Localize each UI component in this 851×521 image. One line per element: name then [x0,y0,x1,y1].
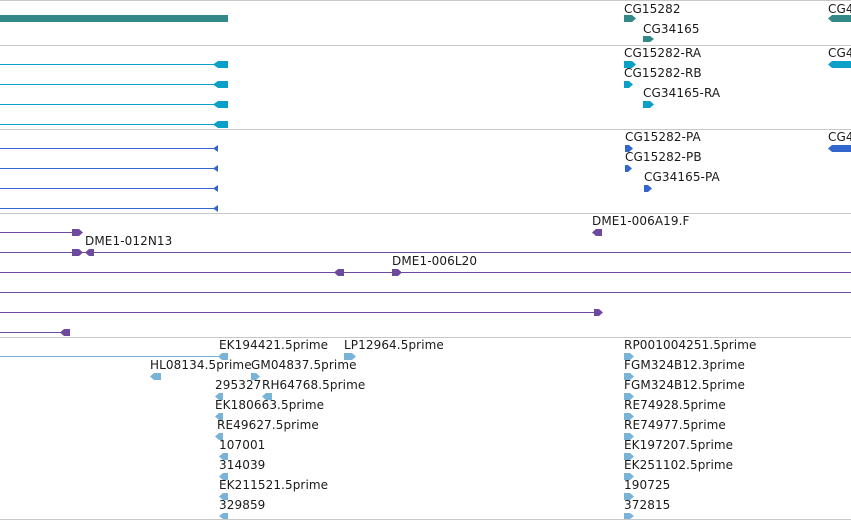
bac-label-dme1-006a19f[interactable]: DME1-006A19.F [592,214,690,228]
est-label[interactable]: RH64768.5prime [262,378,366,392]
est-feature[interactable] [0,353,228,360]
gene-label-cg4[interactable]: CG4 [828,2,851,16]
est-label[interactable]: EK180663.5prime [215,398,325,412]
polypeptide-feature-cg34165-pa[interactable] [644,185,652,192]
polypeptide-feature[interactable] [0,145,218,152]
polypeptide-label-cg15282-pb[interactable]: CG15282-PB [625,150,702,164]
est-label[interactable]: EK197207.5prime [624,438,734,452]
polypeptide-feature-cg4[interactable] [828,145,851,152]
est-label[interactable]: 295327 [215,378,262,392]
est-feature[interactable] [624,433,634,440]
transcript-feature[interactable] [0,121,228,128]
est-feature[interactable] [624,493,634,500]
transcript-track [0,61,851,128]
est-feature[interactable] [215,393,223,400]
transcript-feature-cg4[interactable] [828,61,851,68]
bac-feature-dme1-012n13[interactable] [0,249,851,256]
polypeptide-feature[interactable] [0,205,218,212]
est-feature[interactable] [624,413,634,420]
est-feature[interactable] [624,353,634,360]
gene-feature-cg34165[interactable] [643,36,654,42]
polypeptide-label-cg15282-pa[interactable]: CG15282-PA [625,130,701,144]
est-label[interactable]: GM04837.5prime [251,358,357,372]
transcript-feature[interactable] [0,101,228,108]
bac-feature[interactable] [0,309,603,316]
bac-track [0,229,851,336]
est-label[interactable]: 107001 [219,438,266,452]
gene-label-cg15282[interactable]: CG15282 [624,2,681,16]
transcript-label-cg15282-rb[interactable]: CG15282-RB [624,66,702,80]
bac-feature-dme1-006l20[interactable] [0,269,851,276]
est-feature[interactable] [624,373,634,380]
polypeptide-track [0,145,851,212]
est-feature[interactable] [215,433,223,440]
polypeptide-label-cg34165-pa[interactable]: CG34165-PA [644,170,720,184]
est-feature[interactable] [215,413,223,420]
transcript-label-cg34165-ra[interactable]: CG34165-RA [643,86,721,100]
est-label[interactable]: RP001004251.5prime [624,338,757,352]
est-label[interactable]: EK251102.5prime [624,458,734,472]
est-label[interactable]: FGM324B12.3prime [624,358,745,372]
est-feature[interactable] [624,393,634,400]
est-label[interactable]: 190725 [624,478,671,492]
est-feature[interactable] [624,473,634,480]
polypeptide-feature[interactable] [0,165,218,172]
gene-feature-cg4[interactable] [828,15,851,22]
est-track [0,353,634,519]
transcript-feature[interactable] [0,61,228,68]
transcript-label-cg4[interactable]: CG4 [828,46,851,60]
polypeptide-label-cg4[interactable]: CG4 [828,130,851,144]
est-label[interactable]: EK194421.5prime [219,338,329,352]
est-feature[interactable] [344,353,356,360]
bac-label-dme1-012n13[interactable]: DME1-012N13 [85,234,173,248]
est-feature[interactable] [219,513,228,519]
gene-label-cg34165[interactable]: CG34165 [643,22,700,36]
transcript-label-cg15282-ra[interactable]: CG15282-RA [624,46,702,60]
est-label[interactable]: EK211521.5prime [219,478,329,492]
gene-feature[interactable] [0,15,228,22]
est-label[interactable]: 329859 [219,498,266,512]
est-feature[interactable] [150,373,161,380]
est-label[interactable]: HL08134.5prime [150,358,252,372]
transcript-feature-cg15282-rb[interactable] [624,81,633,88]
est-feature[interactable] [219,493,228,500]
est-label[interactable]: RE49627.5prime [217,418,319,432]
bac-feature-dme1-006a19f[interactable] [592,229,602,236]
est-feature[interactable] [219,473,228,480]
est-label[interactable]: FGM324B12.5prime [624,378,745,392]
bac-feature[interactable] [0,229,83,236]
bac-feature[interactable] [0,329,70,336]
est-label[interactable]: LP12964.5prime [344,338,444,352]
polypeptide-feature-cg15282-pb[interactable] [625,165,632,172]
est-feature[interactable] [262,393,272,400]
transcript-feature-cg15282-ra[interactable] [624,61,636,68]
polypeptide-feature-cg15282-pa[interactable] [625,145,633,152]
est-feature[interactable] [251,373,260,380]
est-feature[interactable] [624,453,634,460]
est-feature[interactable] [624,513,634,519]
gene-track [0,15,851,42]
est-feature[interactable] [219,453,228,460]
polypeptide-feature[interactable] [0,185,218,192]
transcript-feature[interactable] [0,81,228,88]
est-label[interactable]: 372815 [624,498,671,512]
est-label[interactable]: RE74928.5prime [624,398,726,412]
gene-feature-cg15282[interactable] [624,15,636,22]
est-label[interactable]: 314039 [219,458,266,472]
bac-label-dme1-006l20[interactable]: DME1-006L20 [392,254,478,268]
transcript-feature-cg34165-ra[interactable] [643,101,654,108]
est-label[interactable]: RE74977.5prime [624,418,726,432]
